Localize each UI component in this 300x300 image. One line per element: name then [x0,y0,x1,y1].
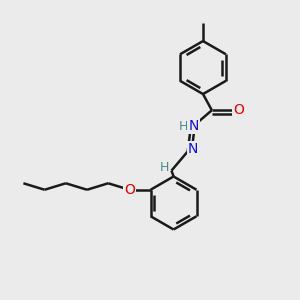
Text: O: O [233,103,244,117]
Text: H: H [159,161,169,174]
Text: O: O [124,183,135,197]
Text: N: N [188,119,199,133]
Text: N: N [188,142,198,156]
Text: H: H [178,120,188,133]
